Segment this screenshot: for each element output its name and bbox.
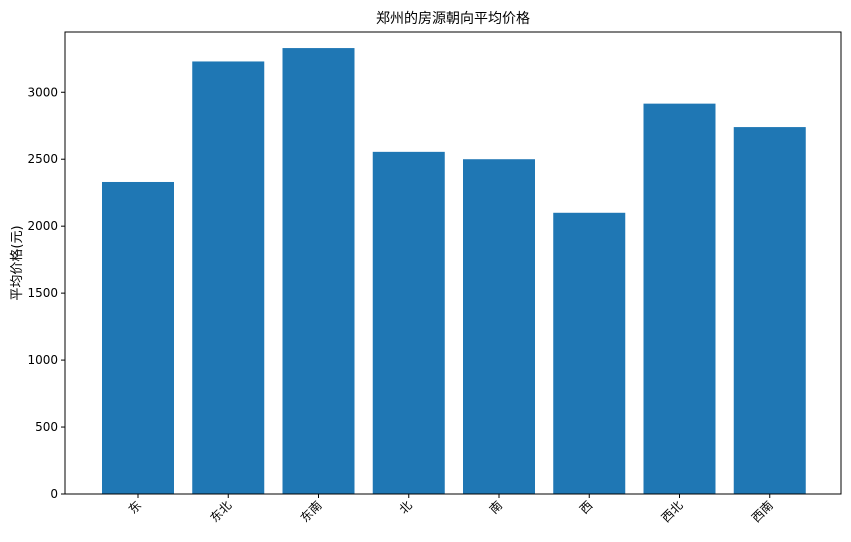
- bar-西南: [733, 127, 806, 494]
- y-tick-label: 0: [50, 487, 58, 501]
- y-axis: 0 500 1000 1500 2000 2500 3000: [27, 85, 65, 501]
- plot-frame: [64, 31, 842, 495]
- y-tick-label: 1500: [27, 286, 58, 300]
- bar-西: [553, 212, 626, 494]
- x-tick-label: 东北: [207, 498, 234, 525]
- x-tick-label: 东: [126, 498, 144, 516]
- bar-东北: [192, 61, 265, 495]
- x-tick-label: 北: [396, 498, 414, 516]
- y-tick-label: 500: [35, 420, 58, 434]
- y-axis-title: 平均价格(元): [9, 225, 25, 300]
- bar-北: [372, 151, 445, 494]
- x-tick-label: 西南: [748, 498, 776, 526]
- x-tick-label: 南: [486, 498, 505, 517]
- y-tick-label: 2500: [27, 152, 58, 166]
- y-tick-label: 1000: [27, 353, 58, 367]
- x-tick-label: 西: [577, 498, 595, 516]
- y-tick-label: 3000: [27, 85, 58, 99]
- bar-西北: [643, 103, 716, 494]
- x-tick-label: 西北: [659, 498, 686, 525]
- x-tick-label: 东南: [297, 498, 325, 526]
- bars-group: [102, 48, 806, 495]
- x-axis: 东 东北 东南 北 南 西 西北 西南: [126, 494, 776, 525]
- bar-南: [463, 159, 535, 494]
- bar-东南: [282, 48, 355, 494]
- y-tick-label: 2000: [27, 219, 58, 233]
- bar-东: [102, 181, 174, 495]
- chart-title: 郑州的房源朝向平均价格: [376, 11, 530, 27]
